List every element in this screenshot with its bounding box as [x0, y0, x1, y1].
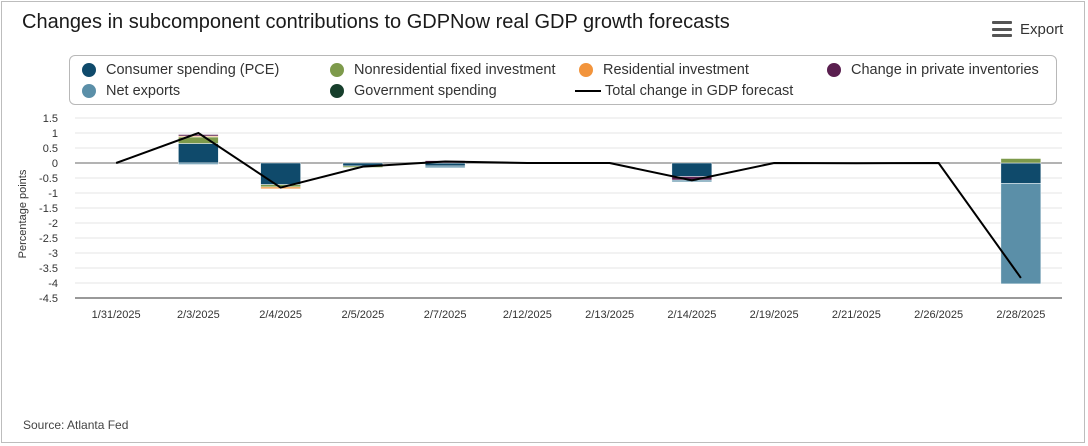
legend-label: Change in private inventories	[851, 62, 1039, 78]
x-tick-label: 2/13/2025	[585, 309, 634, 321]
legend-label: Net exports	[106, 83, 181, 99]
y-tick-label: -4	[48, 278, 58, 290]
bar-segment	[178, 162, 219, 165]
y-tick-label: 1.5	[43, 113, 58, 125]
legend-label: Total change in GDP forecast	[605, 83, 794, 99]
legend-label: Nonresidential fixed investment	[354, 62, 556, 78]
bar-segment	[1000, 158, 1042, 164]
legend: Consumer spending (PCE) Nonresidential f…	[69, 55, 1057, 105]
y-tick-label: 0	[52, 158, 58, 170]
x-tick-label: 1/31/2025	[92, 309, 141, 321]
legend-swatch	[330, 63, 344, 77]
bar-segment	[1000, 162, 1042, 184]
legend-swatch	[827, 63, 841, 77]
legend-item-total-change[interactable]: Total change in GDP forecast	[575, 83, 793, 99]
x-tick-label: 2/3/2025	[177, 309, 220, 321]
legend-label: Residential investment	[603, 62, 749, 78]
bar-segment	[260, 162, 301, 185]
bar-segment	[178, 143, 219, 164]
legend-swatch	[330, 84, 344, 98]
bar-segment	[424, 162, 466, 167]
legend-item-residential-investment[interactable]: Residential investment	[579, 62, 749, 78]
bar-segment	[671, 162, 713, 177]
y-tick-label: -3	[48, 248, 58, 260]
x-tick-label: 2/19/2025	[750, 309, 799, 321]
legend-item-nonresidential-investment[interactable]: Nonresidential fixed investment	[330, 62, 556, 78]
legend-swatch	[82, 84, 96, 98]
legend-item-net-exports[interactable]: Net exports	[82, 83, 180, 99]
y-tick-label: -2.5	[39, 233, 58, 245]
legend-swatch	[82, 63, 96, 77]
legend-item-private-inventories[interactable]: Change in private inventories	[827, 62, 1039, 78]
legend-swatch	[579, 63, 593, 77]
x-tick-label: 2/7/2025	[424, 309, 467, 321]
y-tick-label: 0.5	[43, 143, 58, 155]
x-tick-label: 2/28/2025	[996, 309, 1045, 321]
source-note: Source: Atlanta Fed	[23, 418, 129, 432]
legend-item-government-spending[interactable]: Government spending	[330, 83, 497, 99]
menu-icon	[992, 21, 1012, 37]
bar-segment	[178, 134, 219, 137]
y-tick-label: -4.5	[39, 293, 58, 305]
x-tick-label: 2/12/2025	[503, 309, 552, 321]
y-tick-label: -1	[48, 188, 58, 200]
bar-segment	[424, 165, 466, 169]
y-tick-label: 1	[52, 128, 58, 140]
x-tick-label: 2/4/2025	[259, 309, 302, 321]
legend-item-consumer-spending[interactable]: Consumer spending (PCE)	[82, 62, 279, 78]
x-tick-label: 2/14/2025	[667, 309, 716, 321]
total-change-line	[115, 131, 1022, 279]
bar-segment	[1000, 183, 1042, 285]
y-tick-label: -3.5	[39, 263, 58, 275]
x-tick-label: 2/5/2025	[341, 309, 384, 321]
x-tick-label: 2/21/2025	[832, 309, 881, 321]
chart-title: Changes in subcomponent contributions to…	[22, 11, 730, 33]
y-tick-label: -1.5	[39, 203, 58, 215]
y-tick-label: -0.5	[39, 173, 58, 185]
y-axis-title: Percentage points	[17, 169, 29, 258]
export-label: Export	[1020, 20, 1064, 38]
legend-label: Consumer spending (PCE)	[106, 62, 280, 78]
legend-line-swatch	[575, 90, 601, 92]
legend-label: Government spending	[354, 83, 497, 99]
export-button[interactable]: Export	[992, 16, 1072, 42]
y-tick-label: -2	[48, 218, 58, 230]
x-tick-label: 2/26/2025	[914, 309, 963, 321]
